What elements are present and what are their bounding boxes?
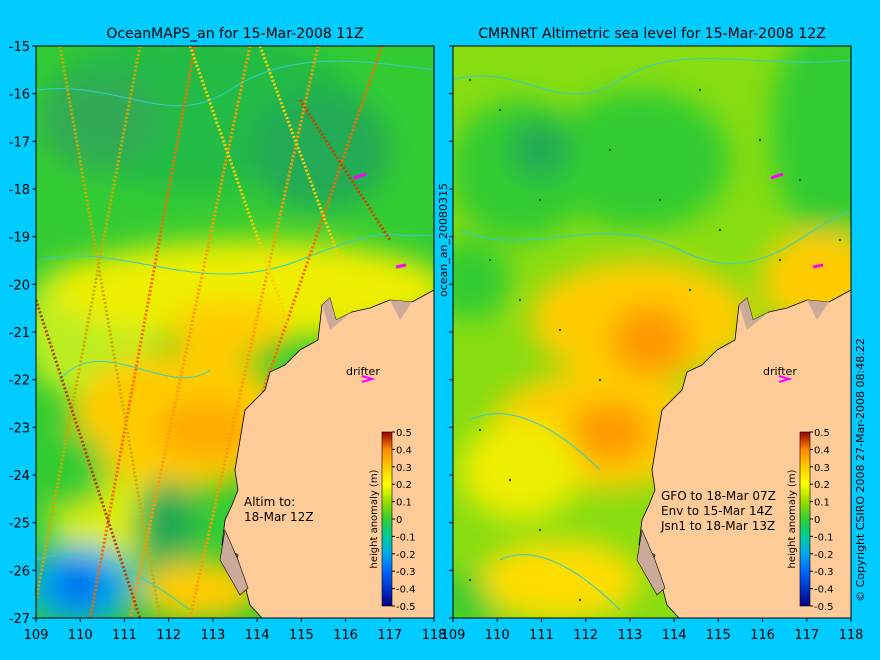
colorbar-tick-label: -0.5	[396, 602, 416, 613]
x-tick-label: 113	[617, 628, 642, 643]
left-map	[36, 46, 434, 618]
x-tick-label: 114	[662, 628, 687, 643]
colorbar-tick-label: 0.3	[814, 463, 830, 474]
drifter-arrow	[778, 375, 793, 383]
right-drifter-label: drifter	[763, 365, 797, 378]
x-tick-label: 117	[377, 628, 402, 643]
y-tick-label: -23	[9, 421, 30, 436]
right-legend-line2: Env to 15-Mar 14Z	[661, 504, 773, 518]
y-tick-label: -19	[9, 231, 30, 246]
colorbar-label: height anomaly (m)	[369, 469, 380, 568]
drifter-track	[770, 172, 784, 180]
x-tick-label: 109	[441, 628, 466, 643]
x-tick-label: 114	[245, 628, 270, 643]
y-tick-label: -27	[9, 612, 30, 627]
right-panel-title: CMRNRT Altimetric sea level for 15-Mar-2…	[478, 26, 825, 42]
colorbar-tick-label: 0.5	[814, 428, 830, 439]
altimeter-track	[258, 46, 384, 401]
x-tick-label: 110	[485, 628, 510, 643]
colorbar-tick-label: 0	[814, 515, 820, 526]
right-colorbar: 0.5 0.4 0.3 0.2 0.1 0 -0.1 -0.2 -0.3 -0.4 -0.5 heig…	[787, 428, 834, 613]
altimeter-track	[58, 46, 162, 618]
colorbar-tick-label: 0.1	[814, 498, 830, 509]
x-tick-label: 116	[750, 628, 775, 643]
x-tick-label: 110	[68, 628, 93, 643]
colorbar-tick-label: -0.1	[814, 532, 834, 543]
y-tick-label: -24	[9, 469, 30, 484]
left-panel-title: OceanMAPS_an for 15-Mar-2008 11Z	[106, 26, 363, 42]
left-drifter-label: drifter	[346, 365, 380, 378]
y-tick-label: -15	[9, 40, 30, 55]
left-side-label: ocean_an_20080315	[437, 183, 450, 297]
x-tick-label: 115	[289, 628, 314, 643]
colorbar-tick-label: -0.3	[814, 567, 834, 578]
observation-points	[468, 78, 842, 602]
drifter-arrow	[361, 375, 376, 383]
altimeter-track	[128, 46, 252, 618]
x-tick-label: 113	[200, 628, 225, 643]
x-tick-label: 111	[529, 628, 554, 643]
y-tick-label: -22	[9, 374, 30, 389]
right-legend-line1: GFO to 18-Mar 07Z	[661, 489, 776, 503]
left-colorbar: 0.5 0.4 0.3 0.2 0.1 0 -0.1 -0.2 -0.3 -0.4 -0.5 heig…	[369, 428, 416, 613]
colorbar-tick-label: 0.2	[396, 480, 412, 491]
colorbar-tick-label: -0.4	[396, 585, 416, 596]
y-tick-label: -17	[9, 135, 30, 150]
colorbar-tick-label: -0.2	[814, 550, 834, 561]
colorbar-tick-label: -0.1	[396, 532, 416, 543]
colorbar-tick-label: 0.3	[396, 463, 412, 474]
altimeter-track	[188, 46, 320, 618]
right-map	[453, 46, 851, 618]
y-tick-label: -18	[9, 183, 30, 198]
x-tick-label: 118	[839, 628, 864, 643]
drifter-track	[395, 263, 407, 269]
x-tick-label: 116	[333, 628, 358, 643]
colorbar-tick-label: -0.3	[396, 567, 416, 578]
y-tick-label: -21	[9, 326, 30, 341]
left-annotation-line1: Altim to:	[244, 495, 295, 509]
x-tick-label: 111	[112, 628, 137, 643]
colorbar-label: height anomaly (m)	[787, 469, 798, 568]
x-tick-label: 115	[706, 628, 731, 643]
altimeter-track	[88, 46, 197, 618]
altimeter-track	[36, 46, 142, 601]
x-tick-label: 112	[573, 628, 598, 643]
x-tick-label: 109	[24, 628, 49, 643]
y-tick-label: -25	[9, 517, 30, 532]
colorbar-tick-label: 0.2	[814, 480, 830, 491]
colorbar-tick-label: -0.2	[396, 550, 416, 561]
x-tick-label: 117	[794, 628, 819, 643]
colorbar-tick-label: 0.1	[396, 498, 412, 509]
left-annotation-line2: 18-Mar 12Z	[244, 510, 314, 524]
axes: 109 110 111 112 113 114 115 116 117 118 -15 -16 -17 -…	[9, 40, 864, 643]
x-tick-label: 112	[156, 628, 181, 643]
y-tick-label: -20	[9, 278, 30, 293]
y-tick-label: -26	[9, 564, 30, 579]
y-tick-label: -16	[9, 88, 30, 103]
copyright-label: © Copyright CSIRO 2008 27-Mar-2008 08:48…	[854, 338, 867, 602]
x-tick-label: 118	[422, 628, 447, 643]
colorbar-tick-label: 0	[396, 515, 402, 526]
right-legend-line3: Jsn1 to 18-Mar 13Z	[660, 519, 775, 533]
drifter-track	[353, 172, 367, 180]
colorbar-tick-label: 0.5	[396, 428, 412, 439]
colorbar-tick-label: 0.4	[814, 445, 830, 456]
drifter-track	[812, 263, 824, 269]
colorbar-tick-label: -0.5	[814, 602, 834, 613]
colorbar-tick-label: -0.4	[814, 585, 834, 596]
colorbar-tick-label: 0.4	[396, 445, 412, 456]
